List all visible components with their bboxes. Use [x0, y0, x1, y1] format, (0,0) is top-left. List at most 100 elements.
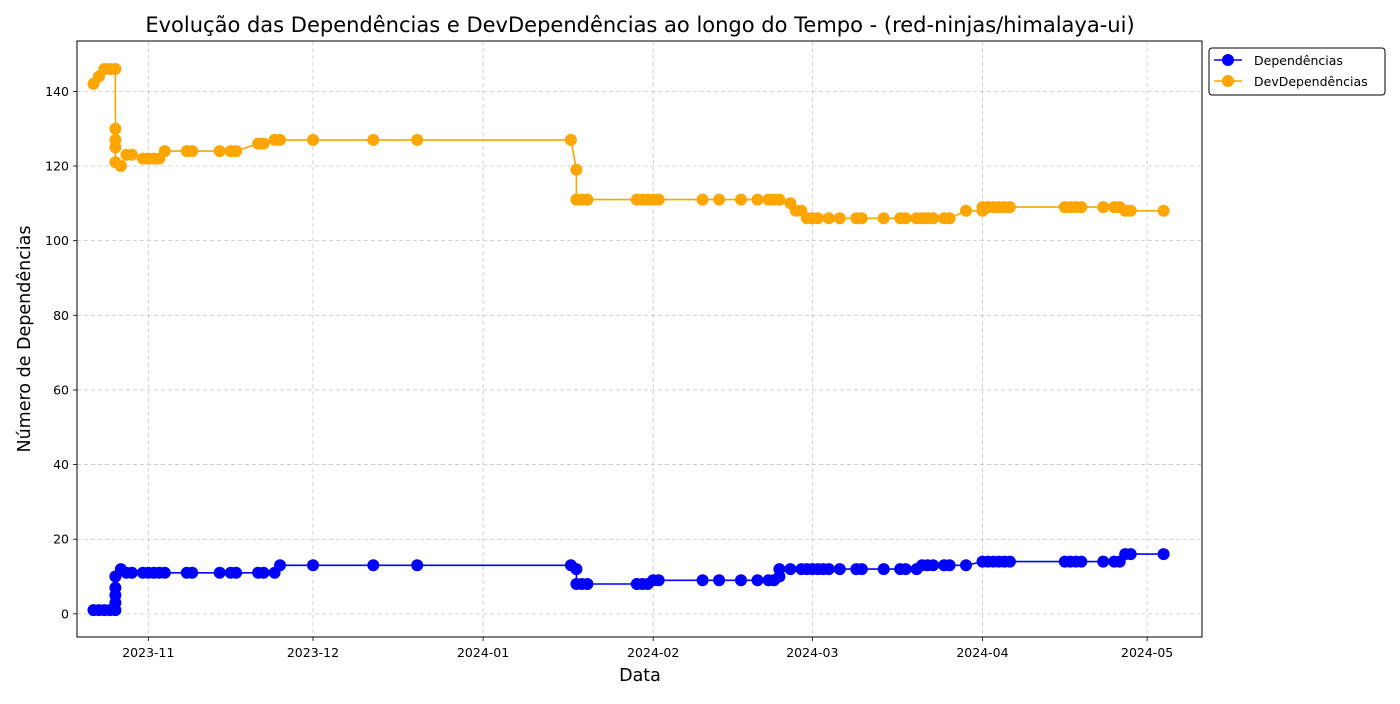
- data-point-dependencias: [877, 563, 890, 576]
- data-point-devdependencias: [696, 193, 709, 206]
- data-point-dependencias: [570, 563, 583, 576]
- data-point-devdependencias: [411, 133, 424, 146]
- data-point-devdependencias: [1157, 204, 1170, 217]
- data-point-dependencias: [186, 566, 199, 579]
- series-dependencias: [87, 548, 1170, 617]
- data-point-dependencias: [125, 566, 138, 579]
- data-point-devdependencias: [581, 193, 594, 206]
- data-point-dependencias: [367, 559, 380, 572]
- data-point-devdependencias: [109, 63, 122, 75]
- data-point-dependencias: [230, 566, 243, 579]
- x-axis-label: Data: [619, 666, 661, 686]
- data-point-devdependencias: [1003, 201, 1016, 214]
- y-tick-label: 60: [53, 382, 69, 397]
- data-point-devdependencias: [713, 193, 726, 206]
- data-point-dependencias: [822, 563, 835, 576]
- x-tick-label: 2024-02: [627, 645, 679, 660]
- data-point-dependencias: [1157, 548, 1170, 561]
- data-point-dependencias: [899, 563, 912, 576]
- y-tick-label: 40: [53, 457, 69, 472]
- data-point-devdependencias: [158, 145, 171, 158]
- data-point-devdependencias: [855, 212, 868, 225]
- legend-marker-devdependencias: [1222, 75, 1234, 87]
- data-point-dependencias: [1124, 548, 1137, 561]
- grid-layer: [77, 41, 1202, 637]
- data-point-devdependencias: [899, 212, 912, 225]
- data-point-devdependencias: [773, 193, 786, 206]
- data-point-dependencias: [735, 574, 747, 587]
- data-point-dependencias: [274, 559, 286, 572]
- data-point-devdependencias: [751, 193, 764, 206]
- y-axis-label: Número de Dependências: [15, 225, 35, 452]
- data-point-devdependencias: [822, 212, 835, 225]
- data-point-devdependencias: [257, 137, 270, 150]
- data-point-dependencias: [927, 559, 940, 572]
- data-point-dependencias: [960, 559, 972, 572]
- data-point-dependencias: [1075, 555, 1088, 568]
- data-point-devdependencias: [943, 212, 956, 225]
- data-point-dependencias: [652, 574, 665, 587]
- data-point-devdependencias: [735, 193, 747, 206]
- data-point-dependencias: [411, 559, 424, 572]
- data-point-devdependencias: [367, 133, 380, 146]
- legend-label-devdependencias: DevDependências: [1254, 74, 1368, 89]
- y-tick-label: 100: [45, 233, 69, 248]
- data-point-devdependencias: [564, 133, 577, 146]
- data-point-devdependencias: [213, 145, 226, 158]
- data-point-devdependencias: [114, 160, 127, 172]
- data-point-devdependencias: [652, 193, 665, 206]
- data-point-devdependencias: [109, 122, 122, 135]
- x-tick-label: 2024-01: [457, 645, 509, 660]
- data-point-devdependencias: [960, 204, 972, 217]
- data-point-devdependencias: [1124, 204, 1137, 217]
- data-point-devdependencias: [1075, 201, 1088, 214]
- data-point-dependencias: [1003, 555, 1016, 568]
- y-tick-label: 140: [45, 84, 69, 99]
- data-point-dependencias: [213, 566, 226, 579]
- data-point-dependencias: [696, 574, 709, 587]
- x-tick-label: 2023-12: [287, 645, 339, 660]
- data-point-dependencias: [784, 563, 797, 576]
- data-point-devdependencias: [833, 212, 846, 225]
- tick-layer: 0 20 40 60 80 100 120 140 2023-11 2023-12 2024-01 2…: [45, 84, 1173, 660]
- legend-box: [1208, 47, 1386, 96]
- legend-marker-dependencias: [1222, 54, 1234, 66]
- y-tick-label: 20: [53, 532, 69, 547]
- data-point-devdependencias: [811, 212, 824, 225]
- data-point-devdependencias: [927, 212, 940, 225]
- data-point-devdependencias: [109, 141, 122, 154]
- series-devdependencias: [87, 63, 1170, 225]
- x-tick-label: 2023-11: [122, 645, 174, 660]
- data-point-dependencias: [307, 559, 319, 572]
- y-tick-label: 0: [61, 606, 69, 621]
- data-point-dependencias: [713, 574, 726, 587]
- chart-title: Evolução das Dependências e DevDependênc…: [145, 13, 1134, 37]
- legend: Dependências DevDependências: [1208, 47, 1386, 96]
- data-point-dependencias: [158, 566, 171, 579]
- series-layer: [87, 63, 1170, 617]
- data-point-devdependencias: [570, 163, 583, 176]
- data-point-dependencias: [1097, 555, 1110, 568]
- data-point-devdependencias: [125, 148, 138, 161]
- x-tick-label: 2024-05: [1121, 645, 1173, 660]
- data-point-devdependencias: [274, 133, 286, 146]
- data-point-dependencias: [581, 578, 594, 590]
- y-tick-label: 120: [45, 159, 69, 174]
- data-point-dependencias: [751, 574, 764, 587]
- data-point-dependencias: [943, 559, 956, 572]
- x-tick-label: 2024-04: [956, 645, 1008, 660]
- data-point-dependencias: [773, 563, 786, 576]
- legend-label-dependencias: Dependências: [1254, 53, 1343, 68]
- data-point-dependencias: [855, 563, 868, 576]
- data-point-devdependencias: [186, 145, 199, 158]
- y-tick-label: 80: [53, 308, 69, 323]
- data-point-dependencias: [833, 563, 846, 576]
- x-tick-label: 2024-03: [786, 645, 838, 660]
- data-point-devdependencias: [1097, 201, 1110, 214]
- plot-frame: [76, 40, 1203, 638]
- data-point-devdependencias: [307, 133, 319, 146]
- data-point-dependencias: [109, 581, 122, 594]
